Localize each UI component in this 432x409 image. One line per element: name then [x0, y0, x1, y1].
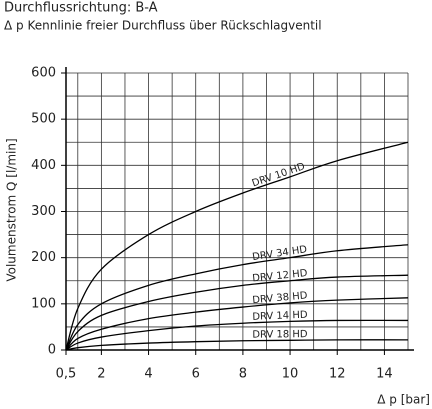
x-tick-label: 10: [282, 367, 299, 382]
series-label: DRV 34 HD: [252, 244, 309, 263]
x-tick-label: 12: [329, 367, 346, 382]
series-line: [65, 319, 409, 351]
series-label: DRV 38 HD: [252, 290, 308, 306]
series-line: [65, 274, 409, 351]
series-label: DRV 12 HD: [252, 268, 308, 284]
y-axis-label: Volumenstrom Q [l/min]: [5, 138, 19, 281]
y-tick-label: 400: [31, 158, 56, 173]
y-tick-label: 600: [31, 66, 56, 81]
series-line: [65, 141, 409, 351]
x-tick-label: 4: [144, 367, 152, 382]
y-tick-label: 500: [31, 112, 56, 127]
series-label: DRV 18 HD: [252, 329, 308, 341]
series-line: [65, 244, 409, 351]
series-line: [65, 339, 409, 351]
chart-title: Durchflussrichtung: B-A: [4, 1, 158, 16]
series-label: DRV 14 HD: [252, 310, 308, 323]
x-tick-label: 6: [192, 367, 200, 382]
y-tick-label: 300: [31, 204, 56, 219]
x-tick-label: 14: [376, 367, 393, 382]
x-tick-label: 2: [97, 367, 105, 382]
x-tick-label: 0,5: [56, 367, 77, 382]
series-line: [65, 297, 409, 351]
y-tick-label: 100: [31, 296, 56, 311]
chart-subtitle: Δ p Kennlinie freier Durchfluss über Rüc…: [4, 19, 322, 33]
x-tick-label: 8: [239, 367, 247, 382]
x-axis-label: Δ p [bar]: [377, 393, 430, 407]
y-tick-label: 0: [48, 343, 56, 358]
y-tick-label: 200: [31, 250, 56, 265]
